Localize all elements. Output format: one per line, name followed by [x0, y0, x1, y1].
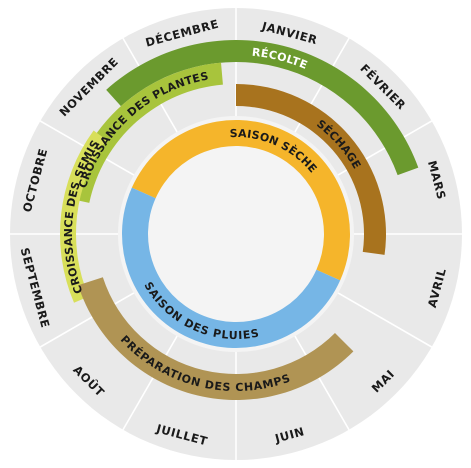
saison-pluies-arc — [122, 187, 341, 348]
preparation-champs-band — [78, 277, 354, 400]
recolte-band — [106, 40, 419, 176]
sechage-band — [236, 84, 387, 255]
saison-seche-arc — [131, 120, 350, 281]
croissance-semis-band — [59, 130, 107, 303]
inner-disc — [118, 116, 354, 352]
croissance-plantes-band — [67, 62, 223, 203]
